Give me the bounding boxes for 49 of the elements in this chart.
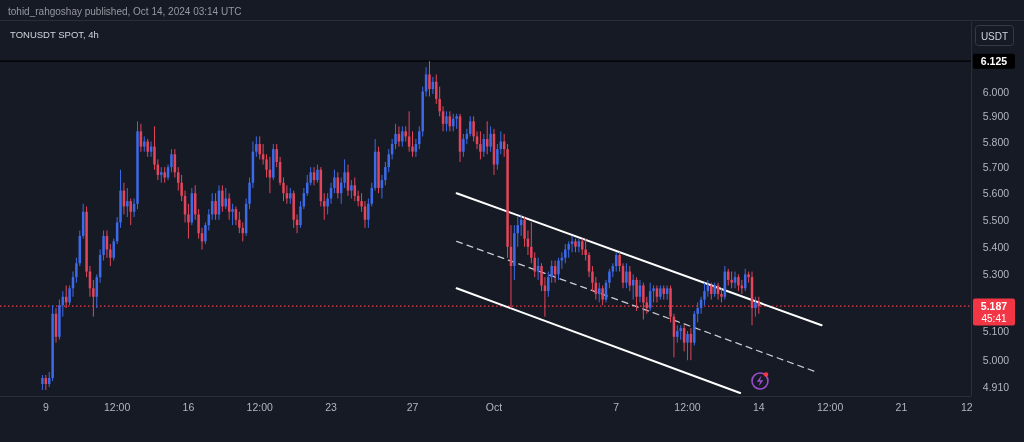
x-tick-label: 16 [182, 401, 195, 413]
x-tick-label: 7 [613, 401, 620, 413]
y-tick-label: 5.700 [982, 161, 1010, 174]
y-tick-label: 5.400 [982, 240, 1010, 253]
y-tick-label: 5.300 [982, 268, 1010, 281]
x-tick-label: 12:00 [103, 401, 131, 413]
candlestick [401, 125, 404, 148]
x-tick-label: 12:00 [816, 401, 844, 413]
y-tick-label: 5.800 [982, 135, 1010, 148]
text: tohid_rahgoshay published, Oct 14, 2024 03:14 UTC [8, 5, 242, 17]
x-tick-label: 9 [42, 401, 49, 413]
candlestick [231, 203, 234, 226]
candlestick [445, 110, 448, 132]
candlestick [625, 262, 628, 289]
candlestick [601, 285, 604, 306]
candlestick [316, 164, 319, 184]
text: TONUSDT SPOT, 4h [10, 28, 99, 40]
candlestick [462, 133, 465, 158]
x-tick-label: 14 [752, 401, 765, 413]
y-tick-label: 6.000 [982, 85, 1010, 98]
candlestick [479, 130, 482, 160]
x-tick-label: 12 [960, 401, 973, 413]
candlestick [635, 276, 638, 312]
text: 45:41 [981, 312, 1007, 324]
candlestick [214, 192, 217, 221]
y-tick-label: 5.900 [982, 110, 1010, 123]
candlestick [754, 296, 757, 318]
candlestick [221, 184, 224, 213]
y-tick-label: 4.910 [982, 380, 1010, 393]
x-tick-label: 12:00 [674, 401, 701, 413]
candlestick [642, 282, 645, 321]
candlestick [428, 60, 431, 97]
candlestick [350, 179, 353, 199]
candlestick [489, 125, 492, 153]
candlestick [686, 330, 689, 361]
y-tick-label: 5.600 [982, 187, 1010, 200]
candlestick [126, 187, 129, 218]
y-axis-title: USDT [980, 30, 1009, 42]
x-tick-label: Oct [485, 401, 503, 413]
x-tick-label: 12:00 [246, 401, 274, 413]
ref-line-label: 6.125 [980, 55, 1008, 68]
ref-line-label: 5.187 [980, 300, 1008, 313]
x-tick-label: 21 [895, 401, 908, 413]
y-tick-label: 5.100 [982, 325, 1010, 338]
x-tick-label: 23 [325, 401, 338, 413]
x-tick-label: 27 [406, 401, 419, 413]
y-tick-label: 5.000 [982, 354, 1010, 367]
y-tick-label: 5.500 [982, 213, 1010, 226]
candlestick [129, 197, 132, 226]
